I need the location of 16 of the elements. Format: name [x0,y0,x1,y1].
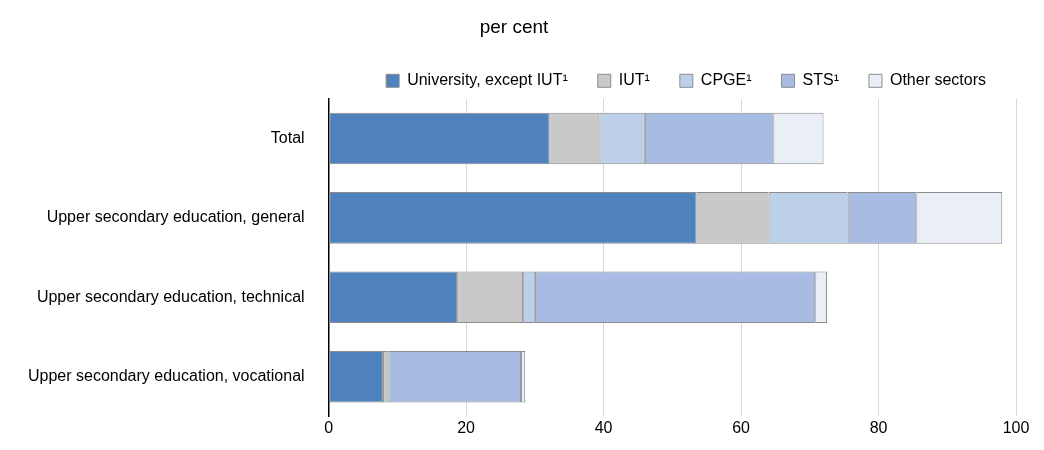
chart-title: per cent [479,15,550,37]
y-tick-label: Upper secondary education, technical [36,287,305,305]
x-tick-label: 20 [457,419,476,437]
legend-label: STS¹ [802,71,839,89]
legend-label: Other sectors [889,71,986,89]
legend-label: University, except IUT¹ [407,71,568,89]
y-tick-label: Upper secondary education, vocational [27,367,305,385]
x-tick-label: 60 [732,419,751,437]
x-tick-label: 40 [594,419,613,437]
legend-label: CPGE¹ [700,71,752,89]
y-tick-label: Upper secondary education, general [46,208,305,226]
legend-label: IUT¹ [618,71,650,89]
x-tick-label: 0 [324,419,334,437]
y-tick-label: Total [270,128,305,146]
x-tick-label: 80 [869,419,888,437]
x-tick-label: 100 [1002,419,1030,437]
